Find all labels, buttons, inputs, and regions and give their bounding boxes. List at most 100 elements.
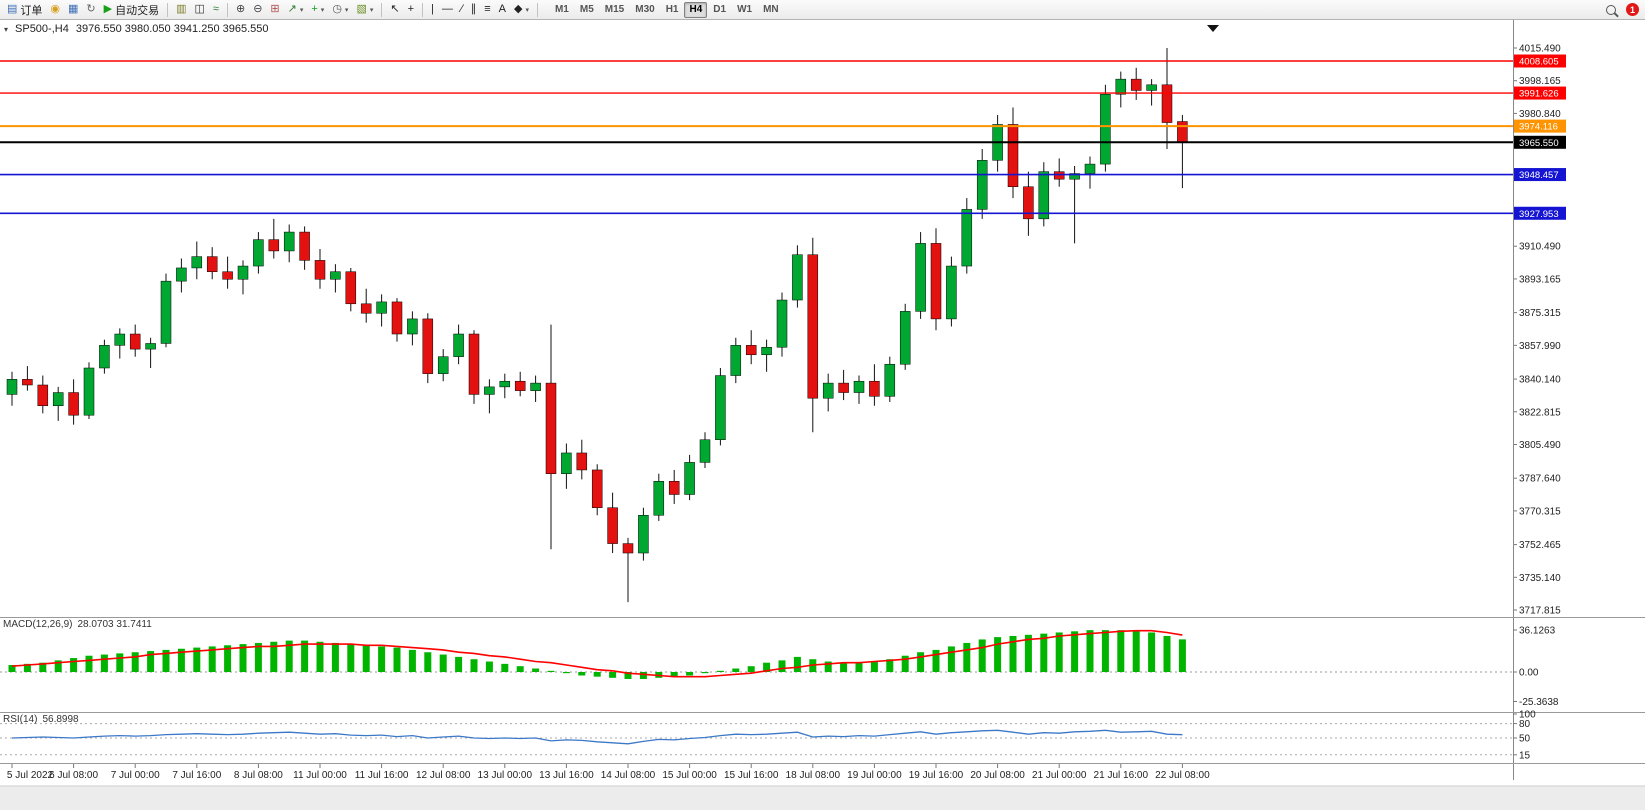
price-badge (1514, 119, 1566, 133)
candle-body (283, 231, 295, 252)
timeframe-button-w1[interactable]: W1 (732, 2, 757, 18)
toolbar-button-fibonacci[interactable]: ≡ (480, 1, 494, 18)
toolbar-button-add-indicator[interactable]: + ▾ (307, 1, 328, 18)
macd-bar (362, 645, 370, 672)
toolbar-button-indicators[interactable]: ↗ ▾ (284, 1, 308, 18)
macd-bar (1163, 635, 1171, 672)
search-icon[interactable] (1606, 4, 1616, 15)
candle-body (376, 301, 387, 314)
trendline-icon: ∕ (460, 3, 463, 15)
macd-bar (177, 648, 185, 672)
macd-bar (1040, 633, 1048, 672)
timeframe-button-h1[interactable]: H1 (661, 2, 684, 18)
price-badge-label: 3965.550 (1519, 138, 1559, 149)
refresh-icon: ↻ (86, 3, 96, 15)
rsi-values: 56.8998 (42, 714, 79, 725)
candle-body (807, 254, 819, 399)
toolbar-button-crosshair[interactable]: + (404, 1, 418, 18)
price-axis[interactable]: 4015.490 3998.165 3980.840 3910.490 3893.165… (1513, 44, 1561, 617)
candle-body (561, 452, 572, 474)
candle-body (176, 267, 187, 282)
timeframe-button-d1[interactable]: D1 (708, 2, 731, 18)
chart-title: SP500-,H4 3976.550 3980.050 3941.250 396… (4, 23, 269, 35)
toolbar-button-refresh[interactable]: ↻ (82, 1, 99, 18)
x-axis-label: 5 Jul 2022 (7, 770, 54, 781)
notification-badge[interactable]: 1 (1626, 3, 1639, 16)
macd-bar (408, 649, 416, 672)
candle-body (453, 333, 464, 357)
toolbar-button-new-order[interactable]: ◉ (46, 1, 64, 18)
candle-body (499, 380, 511, 388)
toolbar-button-horizontal-line[interactable]: ― (438, 1, 457, 18)
toolbar-button-zoom-in[interactable]: ⊕ (232, 1, 249, 18)
toolbar-button-trendline[interactable]: ∕ (457, 1, 467, 18)
candle-body (899, 311, 911, 365)
candlestick-series (6, 47, 1188, 603)
timeframe-button-mn[interactable]: MN (758, 2, 784, 18)
chart-canvas[interactable]: 4015.490 3998.165 3980.840 3910.490 3893.165… (0, 20, 1645, 810)
candle-body (1007, 124, 1019, 187)
macd-bar (593, 672, 601, 677)
toolbar-button-tile-windows[interactable]: ⊞ (266, 1, 283, 18)
timeframe-button-m15[interactable]: M15 (600, 2, 629, 18)
timeframe-button-m30[interactable]: M30 (630, 2, 659, 18)
toolbar-button-shapes[interactable]: ◆ ▾ (510, 1, 533, 18)
toolbar-button-bars-chart[interactable]: ▥ (172, 1, 190, 18)
timeframe-button-m5[interactable]: M5 (575, 2, 599, 18)
rsi-axis-label: 50 (1519, 734, 1531, 745)
macd-bar (1117, 630, 1125, 672)
macd-bar (54, 660, 62, 672)
toolbar-button-zoom-out[interactable]: ⊖ (249, 1, 266, 18)
candle-body (360, 303, 372, 314)
y-axis-label: 3893.165 (1519, 274, 1561, 285)
macd-bar (1148, 632, 1156, 672)
dropdown-arrow-icon: ▾ (525, 6, 529, 14)
indicators-icon: ↗ (287, 3, 297, 15)
dropdown-arrow-icon: ▾ (369, 6, 374, 14)
candle-body (838, 382, 849, 393)
toolbar-button-cursor[interactable]: ↖ (386, 1, 403, 18)
macd-bar (470, 659, 478, 672)
macd-bar (224, 645, 232, 672)
toolbar-button-line-chart[interactable]: ≈ (209, 1, 223, 18)
macd-bar (963, 642, 971, 672)
chart-shift-marker-icon[interactable] (1207, 25, 1219, 32)
macd-bar (301, 640, 309, 672)
candle-body (853, 380, 865, 393)
timeframe-button-m1[interactable]: M1 (550, 2, 574, 18)
macd-bar (331, 642, 339, 672)
candle-body (946, 265, 957, 320)
candle-body (607, 507, 618, 544)
toolbar-button-autotrading[interactable]: ▶ 自动交易 (100, 1, 163, 18)
macd-bar (8, 665, 16, 672)
text-tool-icon: A (498, 3, 506, 15)
candle-body (1023, 186, 1034, 220)
macd-bar (23, 663, 31, 672)
toolbar-button-text-tool[interactable]: A (495, 1, 510, 18)
y-axis-label: 3770.315 (1519, 506, 1561, 517)
macd-bar (100, 654, 108, 672)
macd-bar (254, 642, 262, 672)
toolbar-button-orders[interactable]: ▤ 订单 (3, 1, 46, 18)
toolbar-button-periods[interactable]: ◷ ▾ (328, 1, 352, 18)
autotrading-label: 自动交易 (115, 4, 160, 17)
timeframe-button-h4[interactable]: H4 (684, 1, 708, 18)
toolbar-button-vertical-line[interactable]: | (427, 1, 438, 18)
chart-background (0, 20, 1645, 810)
x-axis-label: 19 Jul 16:00 (909, 770, 964, 781)
macd-bar (639, 672, 647, 679)
chevron-down-icon[interactable] (4, 25, 8, 34)
candle-body (1069, 173, 1080, 180)
toolbar-button-chart-window[interactable]: ▦ (64, 1, 82, 18)
toolbar-button-channel[interactable]: ∥ (467, 1, 481, 18)
rsi-line (11, 729, 1183, 745)
macd-bar (778, 660, 786, 672)
toolbar-button-templates[interactable]: ▧ ▾ (352, 1, 377, 18)
line-chart-icon: ≈ (212, 3, 219, 15)
candle-body (391, 301, 403, 335)
macd-bar (793, 656, 801, 672)
macd-bar (1178, 639, 1186, 672)
toolbar-button-candles-chart[interactable]: ◫ (191, 1, 209, 18)
candle-body (530, 382, 541, 391)
